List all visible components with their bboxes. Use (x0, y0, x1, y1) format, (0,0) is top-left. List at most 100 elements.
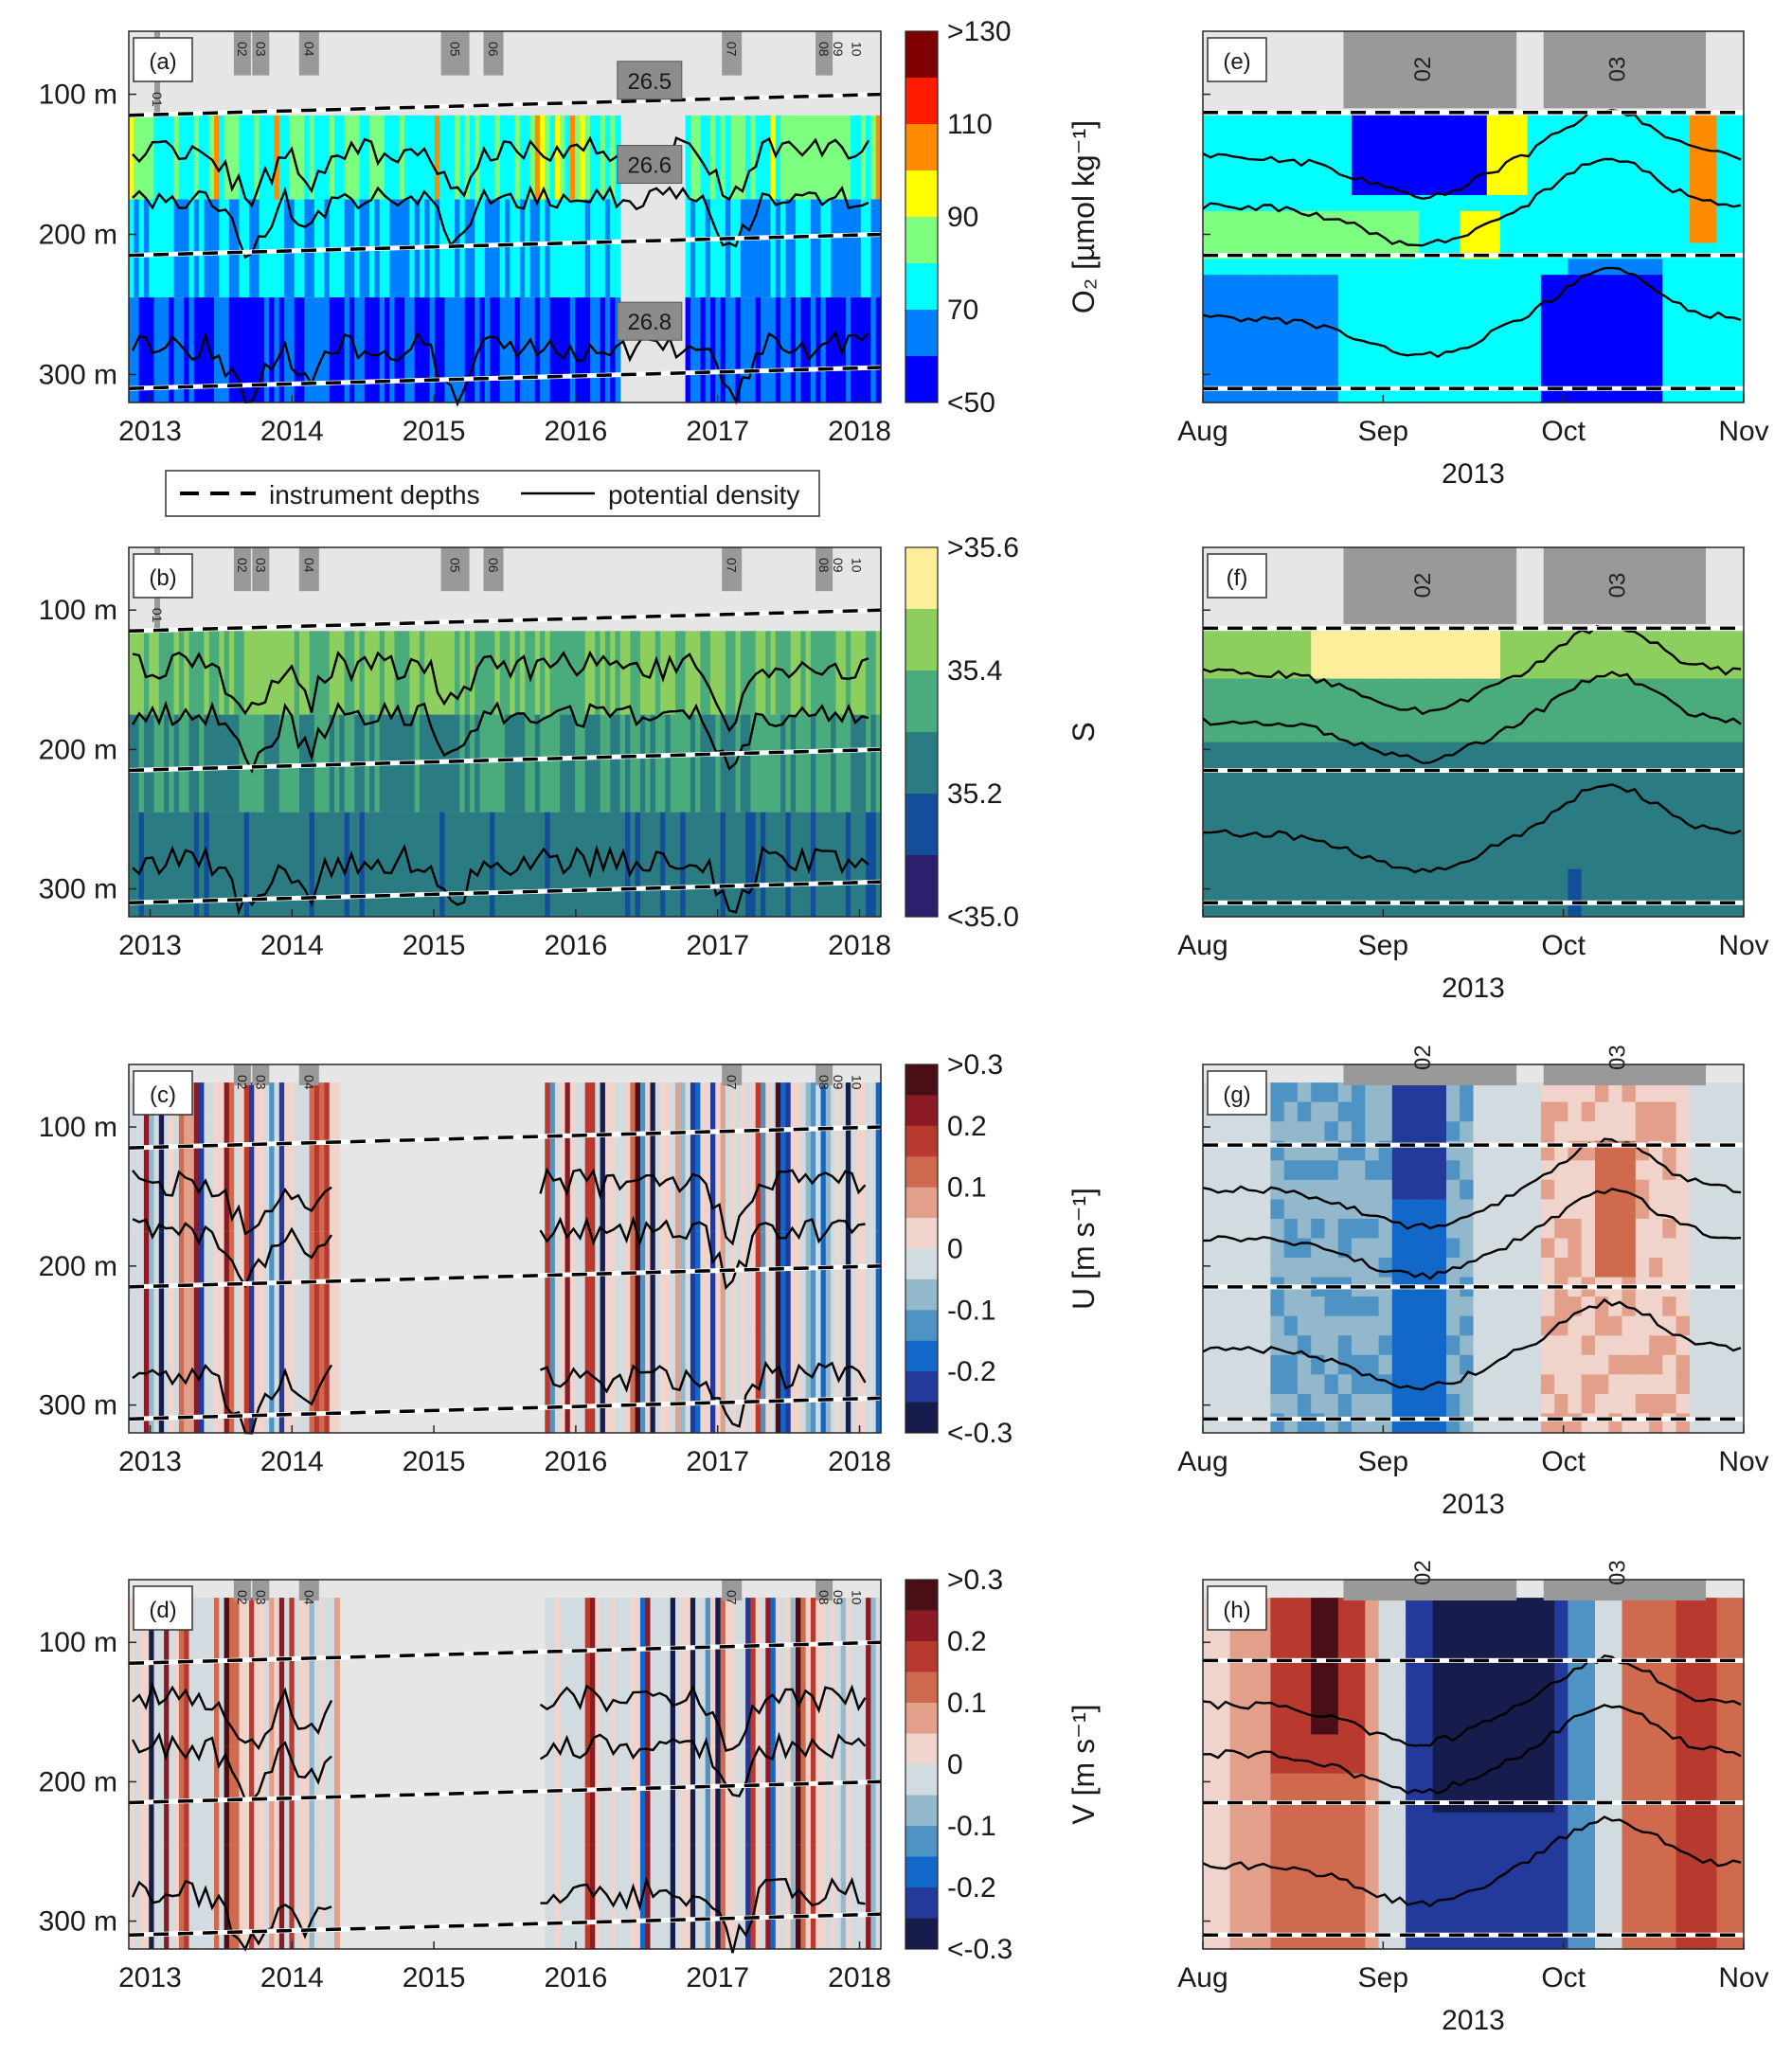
field-cell (309, 812, 315, 917)
field-cell (1229, 1636, 1245, 1657)
field-cell (439, 812, 446, 917)
field-cell (1649, 291, 1663, 308)
field-cell (580, 115, 586, 200)
field-cell (1514, 1734, 1529, 1755)
field-cell (1406, 1832, 1420, 1852)
field-cell (1352, 647, 1366, 664)
instrument-depth-line (128, 747, 882, 773)
field-cell (1608, 1714, 1623, 1735)
field-cell (1337, 1773, 1353, 1794)
field-cell (1581, 710, 1596, 727)
field-cell (1460, 1335, 1475, 1356)
field-cell (1460, 694, 1475, 711)
field-cell (1595, 291, 1609, 308)
field-cell (1581, 1101, 1596, 1122)
field-cell (1270, 1121, 1285, 1142)
field-cell (840, 812, 847, 917)
field-cell (549, 1231, 556, 1329)
field-cell (1622, 1714, 1637, 1735)
field-cell (1270, 694, 1285, 711)
event-box (233, 1064, 251, 1085)
field-cell (1554, 1929, 1569, 1950)
field-cell (254, 714, 260, 813)
instrument-depth-line (128, 92, 882, 117)
field-cell (519, 812, 526, 917)
field-cell (549, 812, 556, 917)
x-tick-label: 2016 (545, 930, 608, 961)
field-cell (1324, 1851, 1339, 1872)
field-cell (815, 1844, 822, 1949)
field-cell (490, 714, 495, 813)
field-cell (1378, 1851, 1393, 1872)
isopycnal-line (132, 1170, 332, 1236)
field-cell (1716, 1617, 1731, 1637)
colorbar-frame (905, 546, 939, 918)
field-cell (184, 1598, 190, 1747)
field-cell (1540, 1199, 1555, 1220)
field-cell (1473, 678, 1488, 695)
field-cell (1365, 115, 1380, 133)
field-cell (1216, 1714, 1231, 1735)
field-cell (1406, 275, 1420, 292)
field-cell (1324, 774, 1339, 791)
event-label: 02 (235, 1590, 250, 1605)
field-cell (1283, 710, 1299, 727)
field-cell (1622, 1909, 1637, 1930)
field-cell (1703, 1335, 1718, 1356)
field-cell (1581, 725, 1596, 743)
field-cell (1297, 1315, 1312, 1336)
y-tick-label: 300 m (39, 874, 117, 905)
field-cell (484, 115, 491, 200)
field-cell (1649, 1773, 1663, 1794)
field-cell (710, 1328, 716, 1433)
field-cell (1554, 1258, 1569, 1278)
event-box (233, 547, 251, 592)
field-cell (334, 297, 340, 402)
field-cell (604, 812, 611, 917)
field-cell (1581, 1335, 1596, 1356)
field-cell (815, 812, 822, 917)
field-cell (785, 1746, 792, 1845)
field-cell (449, 812, 456, 917)
field-cell (740, 1082, 746, 1232)
field-cell (835, 714, 842, 813)
field-cell (149, 1328, 155, 1433)
field-cell (654, 1598, 661, 1747)
field-cell (444, 812, 451, 917)
field-cell (825, 1598, 832, 1747)
field-cell (1229, 1413, 1245, 1434)
field-cell (1676, 275, 1691, 292)
field-cell (1378, 1296, 1393, 1317)
field-cell (1568, 1413, 1583, 1434)
field-cell (1568, 1160, 1583, 1181)
field-cell (1406, 1851, 1420, 1872)
field-cell (294, 1082, 300, 1232)
field-cell (654, 1746, 661, 1845)
field-cell (1689, 1393, 1704, 1415)
field-cell (1391, 1812, 1407, 1833)
field-cell (600, 1746, 606, 1845)
field-cell (1460, 1695, 1475, 1716)
field-cell (1608, 1413, 1623, 1434)
field-cell (1635, 259, 1650, 276)
field-cell (1270, 853, 1285, 870)
field-cell (1649, 805, 1663, 823)
field-cell (685, 1328, 691, 1433)
field-cell (309, 1328, 315, 1433)
field-cell (845, 1328, 851, 1433)
field-cell (1311, 1258, 1326, 1278)
instrument-depth-line (128, 1640, 882, 1666)
field-cell (780, 812, 786, 917)
field-cell (755, 199, 762, 297)
field-cell (1243, 837, 1258, 854)
field-cell (1229, 1258, 1245, 1278)
field-cell (224, 1328, 230, 1433)
field-cell (1649, 647, 1663, 664)
field-cell (1716, 774, 1731, 791)
field-cell (1391, 1315, 1407, 1336)
field-cell (1203, 179, 1217, 196)
event-label: 02 (1410, 573, 1436, 599)
field-cell (1703, 306, 1718, 324)
event-box (483, 547, 504, 592)
field-cell (243, 1328, 250, 1433)
